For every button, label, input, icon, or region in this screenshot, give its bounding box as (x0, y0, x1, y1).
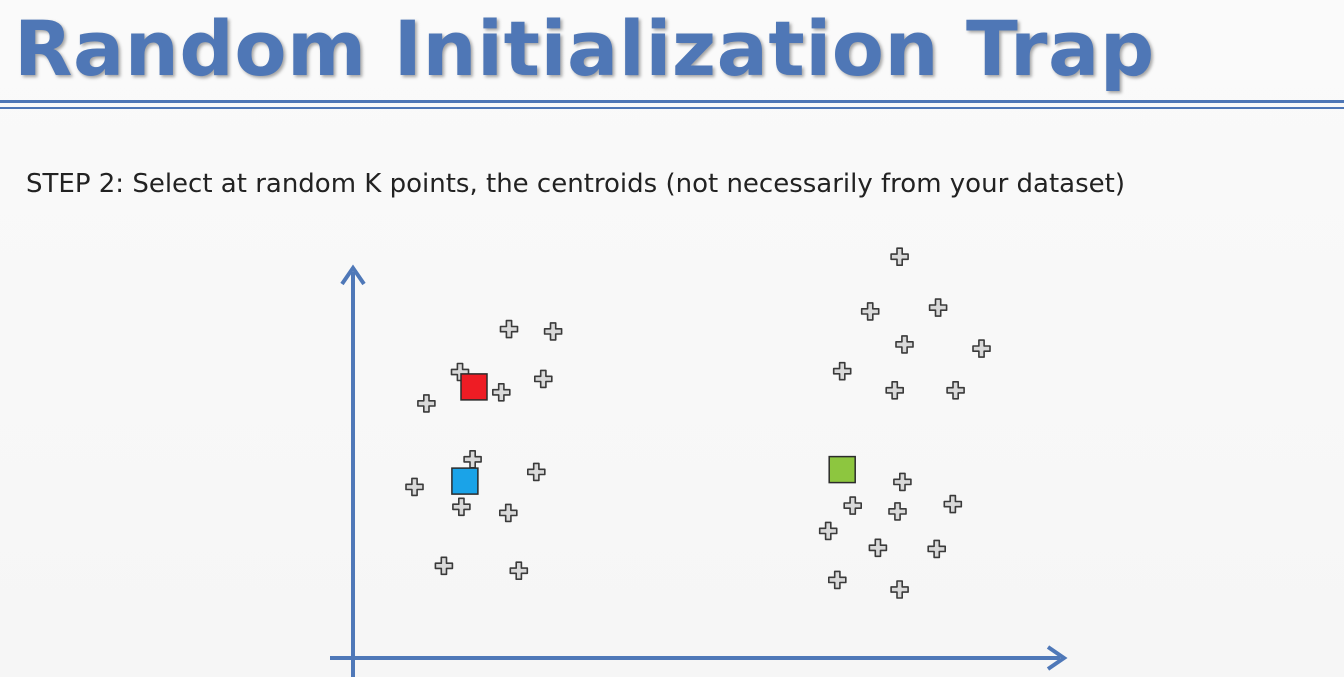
data-point (843, 496, 863, 515)
step-text: Select at random K points, the centroids… (124, 169, 1125, 199)
centroid-marker (828, 455, 856, 484)
data-point (526, 462, 546, 482)
data-point (895, 335, 914, 354)
data-point (893, 472, 912, 492)
data-point (888, 502, 907, 521)
title-underline (0, 100, 1344, 109)
data-point (943, 494, 963, 514)
data-point (890, 580, 909, 599)
data-point (928, 298, 948, 317)
centroid-marker (451, 467, 479, 495)
data-point (972, 339, 991, 358)
data-point (890, 247, 909, 267)
step-label: STEP 2: (26, 169, 125, 199)
data-point (405, 477, 424, 497)
data-point (463, 449, 482, 469)
data-point (509, 561, 529, 581)
data-point (491, 382, 511, 402)
axes (330, 264, 1068, 677)
slide-title: Random Initialization Trap (14, 4, 1155, 93)
data-point (927, 539, 947, 559)
step-caption: STEP 2: Select at random K points, the c… (26, 166, 1125, 202)
data-point (417, 394, 436, 413)
data-point (860, 302, 880, 321)
data-point (832, 361, 852, 381)
data-point (885, 380, 905, 400)
data-point (434, 556, 454, 576)
data-point (827, 570, 847, 590)
data-point (868, 538, 888, 558)
data-point (499, 319, 519, 339)
data-point (543, 322, 563, 341)
data-point (498, 503, 518, 523)
data-point (946, 380, 965, 400)
data-point (452, 497, 471, 517)
data-point (818, 521, 838, 541)
data-points (405, 247, 991, 599)
centroids (451, 373, 856, 495)
y-axis-arrowhead (340, 264, 366, 286)
data-point (533, 369, 553, 389)
centroid-marker (460, 373, 488, 401)
x-axis-arrowhead (1046, 645, 1068, 671)
